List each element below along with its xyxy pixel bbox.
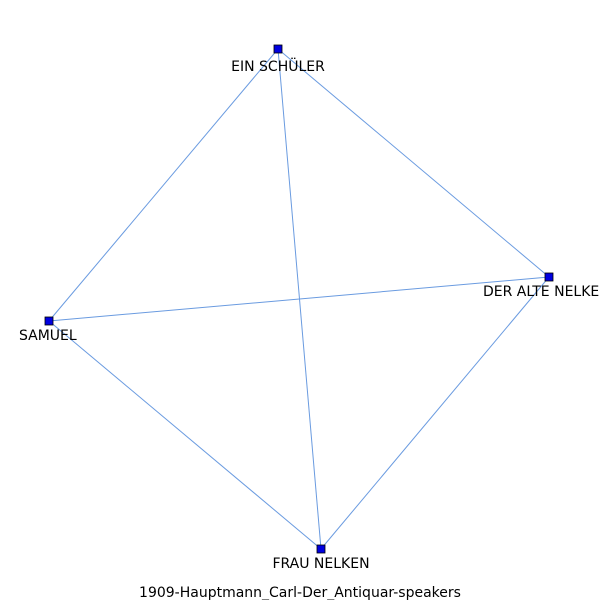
node-label-samuel: SAMUEL: [19, 328, 77, 344]
edge-schueler-samuel: [48, 48, 279, 322]
edge-layer: [48, 48, 550, 550]
node-label-frau_nelken: FRAU NELKEN: [272, 556, 369, 572]
graph-caption: 1909-Hauptmann_Carl-Der_Antiquar-speaker…: [139, 585, 461, 600]
edge-alte_nelken-frau_nelken: [320, 276, 550, 550]
node-alte_nelken[interactable]: [544, 272, 554, 282]
node-layer: [44, 44, 554, 554]
edge-schueler-alte_nelken: [277, 48, 550, 278]
node-label-alte_nelken: DER ALTE NELKEN: [483, 284, 600, 300]
node-label-schueler: EIN SCHÜLER: [231, 57, 325, 75]
node-samuel[interactable]: [44, 316, 54, 326]
node-frau_nelken[interactable]: [316, 544, 326, 554]
edge-samuel-alte_nelken: [48, 276, 550, 322]
node-schueler[interactable]: [273, 44, 283, 54]
edge-samuel-frau_nelken: [48, 320, 322, 550]
label-layer: EIN SCHÜLER DER ALTE NELKEN SAMUEL FRAU NEL…: [19, 57, 600, 572]
